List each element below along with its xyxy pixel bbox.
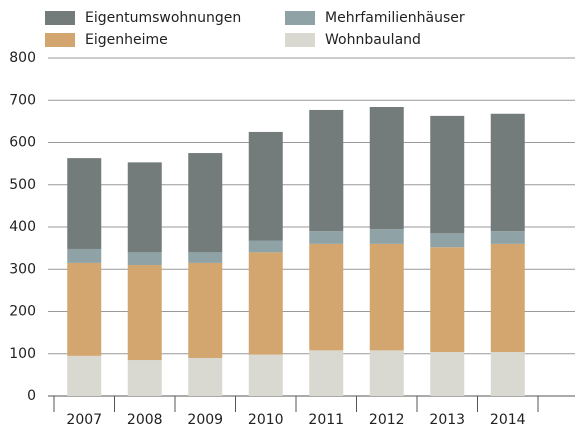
x-tick-label: 2007 <box>66 412 102 428</box>
bar-segment <box>248 354 283 396</box>
bar-segment <box>188 252 223 263</box>
y-tick-label: 400 <box>9 219 36 235</box>
y-tick-label: 500 <box>9 177 36 193</box>
bar-segment <box>309 243 344 351</box>
x-tick-label: 2010 <box>248 412 284 428</box>
bar-segment <box>248 131 283 241</box>
x-tick-label: 2009 <box>187 412 223 428</box>
bar-segment <box>188 262 223 358</box>
x-tick-label: 2008 <box>127 412 163 428</box>
bar-segment <box>490 352 525 396</box>
bar-segment <box>248 240 283 253</box>
bar-segment <box>369 229 404 244</box>
bar-segment <box>188 153 223 253</box>
legend-label: Mehrfamilienhäuser <box>325 10 465 26</box>
y-tick-label: 600 <box>9 135 36 151</box>
legend-swatch <box>45 33 75 47</box>
legend-label: Eigentumswohnungen <box>85 10 241 26</box>
legend-label: Eigenheime <box>85 32 168 48</box>
bar-segment <box>67 248 102 263</box>
bar-segment <box>127 360 162 396</box>
bar-segment <box>127 252 162 266</box>
x-tick-label: 2012 <box>369 412 405 428</box>
bar-segment <box>430 247 465 353</box>
legend-swatch <box>285 33 315 47</box>
bar-segment <box>67 158 102 249</box>
x-tick-label: 2014 <box>490 412 526 428</box>
bar-segment <box>309 350 344 396</box>
y-tick-label: 200 <box>9 304 36 320</box>
x-tick-label: 2011 <box>308 412 344 428</box>
bar-segment <box>188 357 223 396</box>
bar-segment <box>127 162 162 253</box>
bar-segment <box>309 231 344 244</box>
bar-segment <box>490 113 525 232</box>
bar-segment <box>67 262 102 356</box>
bar-segment <box>430 115 465 234</box>
bar-segment <box>369 107 404 230</box>
bar-segment <box>430 233 465 248</box>
bar-segment <box>248 252 283 355</box>
y-tick-label: 0 <box>27 388 36 404</box>
legend-swatch <box>285 11 315 25</box>
legend-label: Wohnbauland <box>325 32 421 48</box>
y-tick-label: 800 <box>9 50 36 66</box>
bar-segment <box>309 109 344 232</box>
legend-swatch <box>45 11 75 25</box>
bar-segment <box>430 352 465 396</box>
y-tick-label: 700 <box>9 92 36 108</box>
y-tick-label: 300 <box>9 261 36 277</box>
bar-segment <box>127 265 162 361</box>
bar-segment <box>369 350 404 396</box>
y-tick-label: 100 <box>9 346 36 362</box>
bar-segment <box>369 243 404 351</box>
bar-segment <box>67 355 102 396</box>
bar-segment <box>490 243 525 353</box>
bar-segment <box>490 231 525 244</box>
x-tick-label: 2013 <box>429 412 465 428</box>
